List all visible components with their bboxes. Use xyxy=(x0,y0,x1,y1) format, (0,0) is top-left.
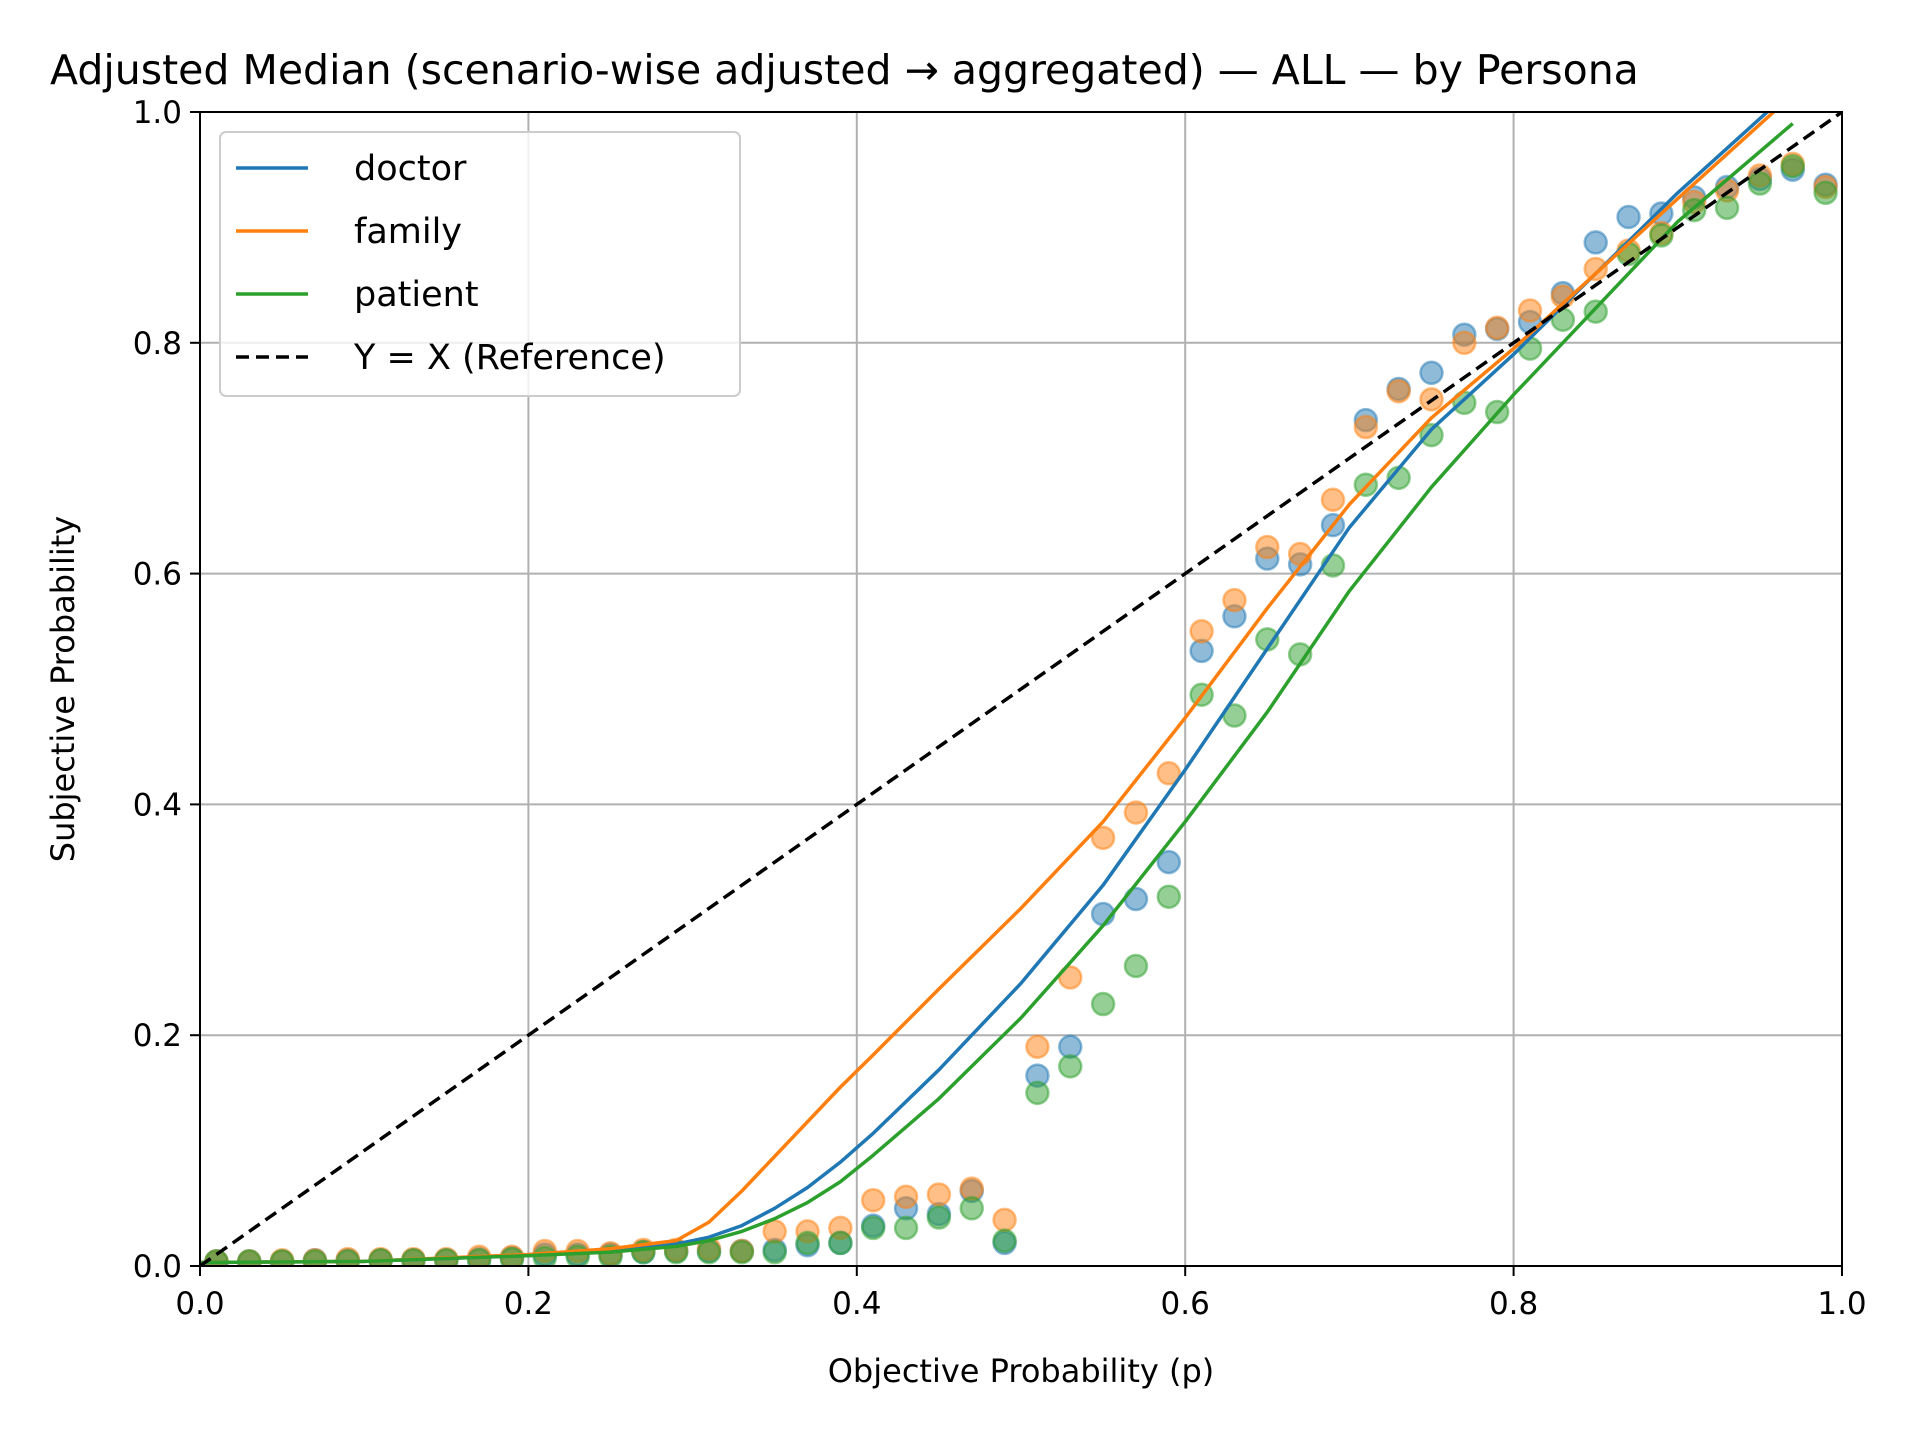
family-scatter-point xyxy=(1320,487,1346,512)
family-scatter-point xyxy=(1484,315,1510,341)
patient-scatter-point xyxy=(992,1228,1017,1253)
patient-scatter-point xyxy=(860,1215,886,1241)
family-scatter-point xyxy=(1156,760,1182,786)
patient-scatter-point xyxy=(1714,195,1740,221)
patient-scatter-point xyxy=(828,1230,853,1256)
y-axis-label: Subjective Probability xyxy=(44,516,82,862)
doctor-scatter-point xyxy=(1419,360,1444,386)
family-scatter-point xyxy=(1452,330,1477,356)
patient-scatter-point xyxy=(1649,223,1674,248)
patient-scatter-point xyxy=(1123,953,1149,979)
y-tick-label: 0.0 xyxy=(133,1249,182,1285)
x-tick-label: 0.2 xyxy=(504,1286,553,1322)
patient-scatter-point xyxy=(1813,180,1838,206)
plot-frame xyxy=(199,111,1843,1267)
patient-scatter-point xyxy=(1090,991,1116,1017)
family-scatter-point xyxy=(1222,587,1247,613)
patient-scatter-point xyxy=(1780,153,1805,179)
family-scatter-point xyxy=(893,1184,919,1210)
patient-scatter-point xyxy=(926,1205,952,1230)
patient-scatter-point xyxy=(893,1215,919,1241)
patient-scatter-point xyxy=(696,1239,722,1265)
doctor-scatter-point xyxy=(1583,230,1608,255)
patient-scatter-point xyxy=(729,1239,755,1265)
family-scatter-point xyxy=(1090,825,1116,851)
family-scatter-point xyxy=(1287,541,1313,567)
patient-line xyxy=(200,122,1794,1265)
family-scatter-point xyxy=(1189,619,1214,644)
family-scatter-point xyxy=(762,1219,787,1244)
patient-scatter-point xyxy=(1583,299,1608,324)
family-scatter-point xyxy=(1583,256,1608,282)
doctor-scatter-point xyxy=(1156,849,1182,875)
family-line xyxy=(200,112,1777,1265)
legend-box xyxy=(219,131,741,397)
doctor-scatter-point xyxy=(1616,204,1641,230)
y-tick-label: 0.8 xyxy=(133,326,182,362)
family-scatter-point xyxy=(1123,800,1149,825)
x-tick-label: 1.0 xyxy=(1817,1286,1866,1322)
legend-label: patient xyxy=(354,275,479,315)
family-scatter-point xyxy=(1255,534,1280,560)
family-scatter-point xyxy=(926,1182,952,1207)
family-scatter-point xyxy=(1386,379,1411,404)
series-lines xyxy=(200,112,1842,1266)
patient-scatter-point xyxy=(1058,1054,1083,1079)
patient-scatter-point xyxy=(1156,884,1182,909)
patient-scatter-point xyxy=(1419,422,1444,448)
x-tick-label: 0.8 xyxy=(1489,1286,1538,1322)
y-tick-label: 1.0 xyxy=(133,95,182,131)
ticks: 0.0 0.2 0.4 0.6 0.8 1.0 0.0 0.2 0.4 0.6 0.8 1.0 xyxy=(133,95,1867,1322)
legend: doctor family patient Y = X (Reference) xyxy=(219,131,741,397)
family-scatter-point xyxy=(1517,298,1543,323)
patient-scatter-point xyxy=(1747,171,1773,196)
x-tick-label: 0.0 xyxy=(175,1286,224,1322)
patient-scatter-point xyxy=(466,1247,492,1266)
y-tick-label: 0.2 xyxy=(133,1018,182,1054)
family-scatter-point xyxy=(992,1207,1017,1233)
reference-line xyxy=(200,112,1842,1266)
chart-title: Adjusted Median (scenario-wise adjusted … xyxy=(50,46,1639,94)
y-tick-label: 0.4 xyxy=(133,787,182,823)
x-tick-label: 0.4 xyxy=(832,1286,881,1322)
patient-scatter-point xyxy=(1025,1080,1050,1106)
legend-label: doctor xyxy=(354,149,467,189)
y-tick-label: 0.6 xyxy=(133,557,182,593)
family-scatter-point xyxy=(860,1187,886,1213)
patient-scatter-point xyxy=(762,1239,787,1265)
legend-label: Y = X (Reference) xyxy=(353,338,666,378)
family-scatter-point xyxy=(1353,414,1379,440)
x-axis-label: Objective Probability (p) xyxy=(828,1352,1215,1390)
patient-scatter-point xyxy=(795,1230,820,1256)
legend-label: family xyxy=(354,212,462,252)
x-tick-label: 0.6 xyxy=(1161,1286,1210,1322)
family-scatter-point xyxy=(1025,1034,1050,1059)
patient-scatter-point xyxy=(959,1196,984,1221)
